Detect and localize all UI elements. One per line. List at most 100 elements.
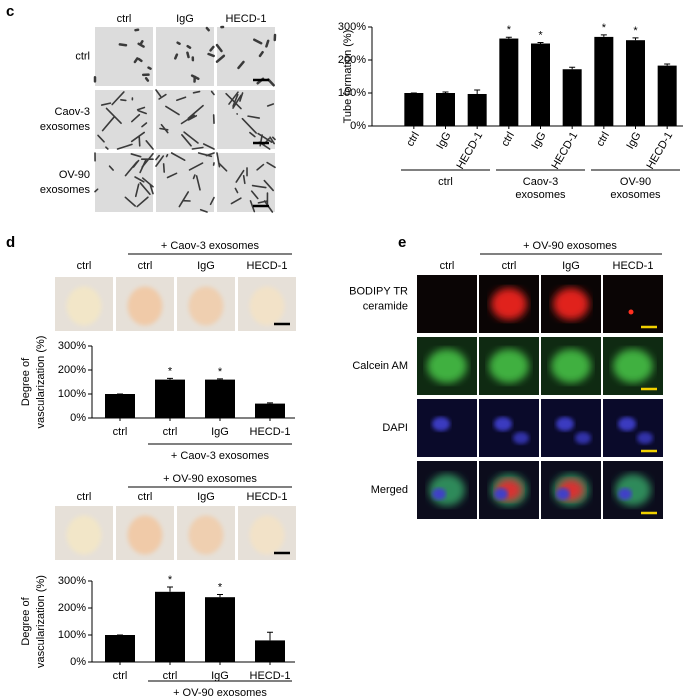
significance-star: *	[507, 24, 512, 36]
bar	[562, 69, 582, 126]
group-label: + OV-90 exosomes	[173, 687, 267, 699]
cell-strand	[192, 174, 196, 180]
cell-strand	[247, 115, 261, 119]
cell-strand	[257, 132, 273, 143]
cell-strand	[149, 184, 154, 195]
micrograph	[95, 90, 154, 150]
group-label: + Caov-3 exosomes	[171, 450, 270, 462]
cell-strand	[249, 131, 256, 138]
cell-strand	[137, 57, 143, 63]
bar	[205, 597, 235, 662]
nucleus	[494, 417, 512, 431]
cell-strand	[230, 197, 242, 205]
cell-strand	[215, 54, 226, 63]
micrograph-bg	[217, 27, 275, 86]
y-tick-label: 200%	[338, 54, 366, 66]
bar	[155, 379, 185, 418]
green-stain	[551, 349, 591, 383]
cell-strand	[187, 114, 198, 121]
cell-strand	[269, 136, 275, 145]
error-bar	[267, 402, 273, 404]
error-bar	[217, 594, 223, 598]
x-tick-label: IgG	[211, 670, 229, 682]
x-tick-label: IgG	[211, 426, 229, 438]
plug	[66, 286, 102, 326]
cell-strand	[250, 190, 259, 200]
cell-strand	[249, 200, 256, 213]
cell-strand	[141, 122, 148, 128]
cell-strand	[209, 196, 215, 206]
cell-strand	[108, 165, 114, 171]
row-label: Calcein AM	[352, 360, 408, 372]
cell-strand	[176, 96, 187, 102]
cell-strand	[130, 131, 146, 143]
column-label: HECD-1	[247, 491, 288, 503]
error-bar	[569, 66, 576, 70]
panel-letter: c	[6, 3, 14, 20]
cell-strand	[202, 143, 215, 150]
cell-strand	[158, 93, 167, 100]
nucleus	[556, 417, 574, 431]
y-axis-label: Degree of	[20, 596, 32, 645]
y-tick-label: 0%	[350, 120, 366, 132]
x-tick-label: HECD-1	[644, 130, 675, 171]
cell-strand	[235, 169, 245, 183]
micrograph-bg	[156, 153, 214, 212]
significance-star: *	[168, 574, 173, 586]
cell-strand	[101, 115, 116, 132]
y-axis-label: Degree of	[20, 357, 32, 406]
bar	[255, 403, 285, 418]
plug	[127, 286, 163, 326]
bar	[105, 635, 135, 662]
x-tick-label: IgG	[624, 130, 643, 151]
x-tick-label: ctrl	[594, 130, 612, 149]
cell-strand	[192, 90, 201, 94]
bar	[404, 93, 424, 126]
group-label: Caov-3	[523, 176, 558, 188]
cell-strand	[228, 91, 239, 105]
error-bar	[600, 34, 607, 37]
group-header: + OV-90 exosomes	[523, 240, 617, 252]
cell-strand	[141, 152, 154, 168]
cell-strand	[210, 90, 215, 96]
cell-strand	[215, 43, 223, 53]
cell-strand	[134, 183, 140, 198]
cell-strand	[218, 162, 228, 172]
row-label: Caov-3	[55, 106, 90, 118]
x-tick-label: HECD-1	[250, 670, 291, 682]
micrograph	[215, 25, 277, 87]
group-label: OV-90	[620, 176, 651, 188]
micrograph	[155, 152, 215, 213]
green-stain	[613, 349, 653, 383]
micrograph-bg	[95, 90, 153, 149]
row-label: ceramide	[363, 300, 408, 312]
nucleus	[637, 432, 653, 444]
nucleus	[618, 488, 632, 500]
micrograph	[155, 89, 215, 150]
column-label: IgG	[176, 13, 194, 25]
cell-strand	[225, 92, 242, 110]
error-bar	[167, 377, 173, 380]
cell-strand	[111, 91, 125, 106]
column-label: ctrl	[138, 491, 153, 503]
cell-strand	[188, 162, 204, 171]
significance-star: *	[218, 366, 223, 378]
cell-strand	[174, 53, 179, 60]
group-header: + Caov-3 exosomes	[161, 240, 260, 252]
micrograph	[217, 90, 276, 150]
cell-strand	[137, 109, 147, 115]
plug	[188, 515, 224, 555]
cell-strand	[136, 106, 146, 111]
error-bar	[632, 37, 639, 41]
cell-strand	[137, 42, 145, 48]
y-tick-label: 100%	[338, 87, 366, 99]
row-label: OV-90	[59, 169, 90, 181]
cell-strand	[166, 172, 178, 179]
cell-strand	[136, 196, 149, 208]
micrograph	[216, 152, 276, 213]
cell-strand	[265, 39, 270, 48]
y-axis-label: vascularization (%)	[35, 575, 47, 668]
cell-strand	[124, 196, 136, 207]
column-label: HECD-1	[613, 260, 654, 272]
